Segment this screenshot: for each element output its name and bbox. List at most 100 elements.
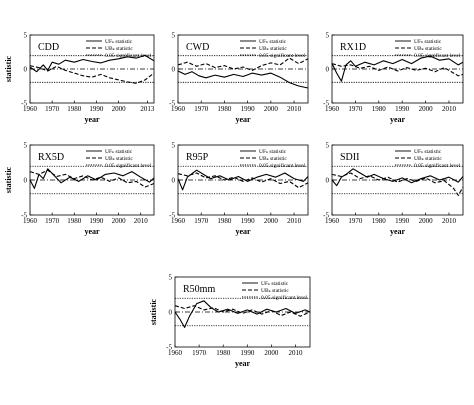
legend-label: UBₖ statistic bbox=[259, 46, 287, 52]
legend-label: UBₖ statistic bbox=[105, 156, 133, 162]
panel-cdd: -5 0 5 1960 1970 1980 1990 2000 2013 UFₖ statisti… bbox=[4, 32, 155, 125]
x-tick-label: 2000 bbox=[264, 349, 279, 357]
legend-label: UBₖ statistic bbox=[414, 156, 442, 162]
x-tick-label: 1970 bbox=[348, 217, 363, 225]
x-axis-label: year bbox=[84, 115, 100, 124]
panel-title: SDII bbox=[340, 152, 359, 163]
y-tick-label: -5 bbox=[21, 100, 27, 108]
y-tick-label: 5 bbox=[24, 142, 28, 150]
legend-label: UFₖ statistic bbox=[105, 149, 133, 155]
y-tick-label: 5 bbox=[172, 142, 176, 150]
panel-rx1d: -5 0 5 1960 1970 1980 1990 2000 2010 UFₖ statisti… bbox=[323, 32, 464, 124]
x-tick-label: 2010 bbox=[289, 349, 304, 357]
y-tick-label: 0 bbox=[172, 177, 176, 185]
ub-series-line bbox=[331, 63, 464, 77]
x-tick-label: 2010 bbox=[134, 217, 149, 225]
y-tick-label: 0 bbox=[169, 309, 173, 317]
panel-rx5d: -5 0 5 1960 1970 1980 1990 2000 2010 UFₖ statisti… bbox=[4, 142, 155, 236]
y-axis-label: statistic bbox=[4, 55, 13, 82]
x-tick-label: 1960 bbox=[23, 217, 38, 225]
panel-title: CDD bbox=[38, 42, 59, 53]
uf-series-line bbox=[331, 168, 464, 187]
y-axis-label: statistic bbox=[4, 166, 13, 193]
y-tick-label: -5 bbox=[169, 100, 175, 108]
legend-label: UFₖ statistic bbox=[259, 149, 287, 155]
y-tick-label: -5 bbox=[323, 100, 329, 108]
x-tick-label: 2013 bbox=[140, 105, 155, 113]
y-tick-label: 0 bbox=[326, 177, 330, 185]
y-tick-label: 5 bbox=[169, 274, 173, 282]
x-tick-label: 1980 bbox=[217, 105, 232, 113]
y-tick-label: 0 bbox=[172, 66, 176, 74]
y-axis-label: statistic bbox=[149, 298, 158, 325]
ub-series-line bbox=[29, 65, 155, 84]
panel-r50mm: -5 0 5 1960 1970 1980 1990 2000 2010 UFₖ statisti… bbox=[149, 274, 311, 368]
x-tick-label: 1970 bbox=[192, 349, 207, 357]
legend-label: UBₖ statistic bbox=[261, 288, 289, 294]
y-tick-label: 0 bbox=[24, 177, 28, 185]
uf-series-line bbox=[331, 55, 464, 82]
legend-label: UBₖ statistic bbox=[259, 156, 287, 162]
y-tick-label: -5 bbox=[166, 344, 172, 352]
x-tick-label: 1980 bbox=[217, 217, 232, 225]
x-tick-label: 1990 bbox=[240, 349, 255, 357]
x-tick-label: 1960 bbox=[171, 217, 186, 225]
legend-label: 0.05 significant level bbox=[414, 52, 461, 59]
x-tick-label: 1970 bbox=[194, 105, 209, 113]
x-tick-label: 2000 bbox=[264, 217, 279, 225]
uf-series-line bbox=[174, 300, 311, 328]
legend-label: 0.05 significant level bbox=[259, 52, 306, 59]
panel-title: R50mm bbox=[183, 284, 215, 295]
panel-title: RX5D bbox=[38, 152, 64, 163]
x-tick-label: 1990 bbox=[89, 217, 104, 225]
y-tick-label: 5 bbox=[24, 32, 28, 40]
x-tick-label: 1990 bbox=[89, 105, 104, 113]
legend-label: UBₖ statistic bbox=[105, 46, 133, 52]
x-axis-label: year bbox=[235, 227, 251, 236]
legend-label: 0.05 significant level bbox=[414, 162, 461, 169]
x-tick-label: 2010 bbox=[287, 217, 302, 225]
x-tick-label: 1970 bbox=[45, 217, 60, 225]
x-tick-label: 1960 bbox=[168, 349, 183, 357]
uf-series-line bbox=[29, 54, 155, 73]
x-tick-label: 1990 bbox=[395, 105, 410, 113]
y-tick-label: -5 bbox=[21, 212, 27, 220]
x-axis-label: year bbox=[235, 115, 251, 124]
ub-series-line bbox=[177, 57, 309, 71]
legend-label: UFₖ statistic bbox=[261, 281, 289, 287]
x-tick-label: 2000 bbox=[419, 217, 434, 225]
x-tick-label: 1960 bbox=[325, 105, 340, 113]
uf-series-line bbox=[177, 70, 309, 89]
ub-series-line bbox=[29, 169, 155, 188]
y-tick-label: 5 bbox=[326, 32, 330, 40]
legend-label: 0.05 significant level bbox=[105, 52, 152, 59]
legend-label: 0.05 significant level bbox=[261, 294, 308, 301]
x-tick-label: 1970 bbox=[348, 105, 363, 113]
panel-title: CWD bbox=[186, 42, 209, 53]
x-tick-label: 1980 bbox=[67, 217, 82, 225]
x-tick-label: 1980 bbox=[372, 217, 387, 225]
panel-title: RX1D bbox=[340, 42, 366, 53]
y-tick-label: 5 bbox=[172, 32, 176, 40]
x-tick-label: 2010 bbox=[442, 217, 457, 225]
ub-series-line bbox=[331, 172, 464, 196]
x-tick-label: 1970 bbox=[194, 217, 209, 225]
x-tick-label: 1980 bbox=[67, 105, 82, 113]
x-tick-label: 1960 bbox=[23, 105, 38, 113]
legend-label: UBₖ statistic bbox=[414, 46, 442, 52]
y-tick-label: -5 bbox=[323, 212, 329, 220]
x-tick-label: 1960 bbox=[171, 105, 186, 113]
legend-label: 0.05 significant level bbox=[105, 162, 152, 169]
x-tick-label: 1960 bbox=[325, 217, 340, 225]
legend-label: UFₖ statistic bbox=[105, 39, 133, 45]
x-tick-label: 2000 bbox=[264, 105, 279, 113]
x-tick-label: 2000 bbox=[419, 105, 434, 113]
x-tick-label: 1990 bbox=[395, 217, 410, 225]
panel-title: R95P bbox=[186, 152, 209, 163]
legend-label: UFₖ statistic bbox=[259, 39, 287, 45]
x-tick-label: 1970 bbox=[45, 105, 60, 113]
y-tick-label: 5 bbox=[326, 142, 330, 150]
x-axis-label: year bbox=[390, 227, 406, 236]
x-tick-label: 2000 bbox=[112, 105, 127, 113]
